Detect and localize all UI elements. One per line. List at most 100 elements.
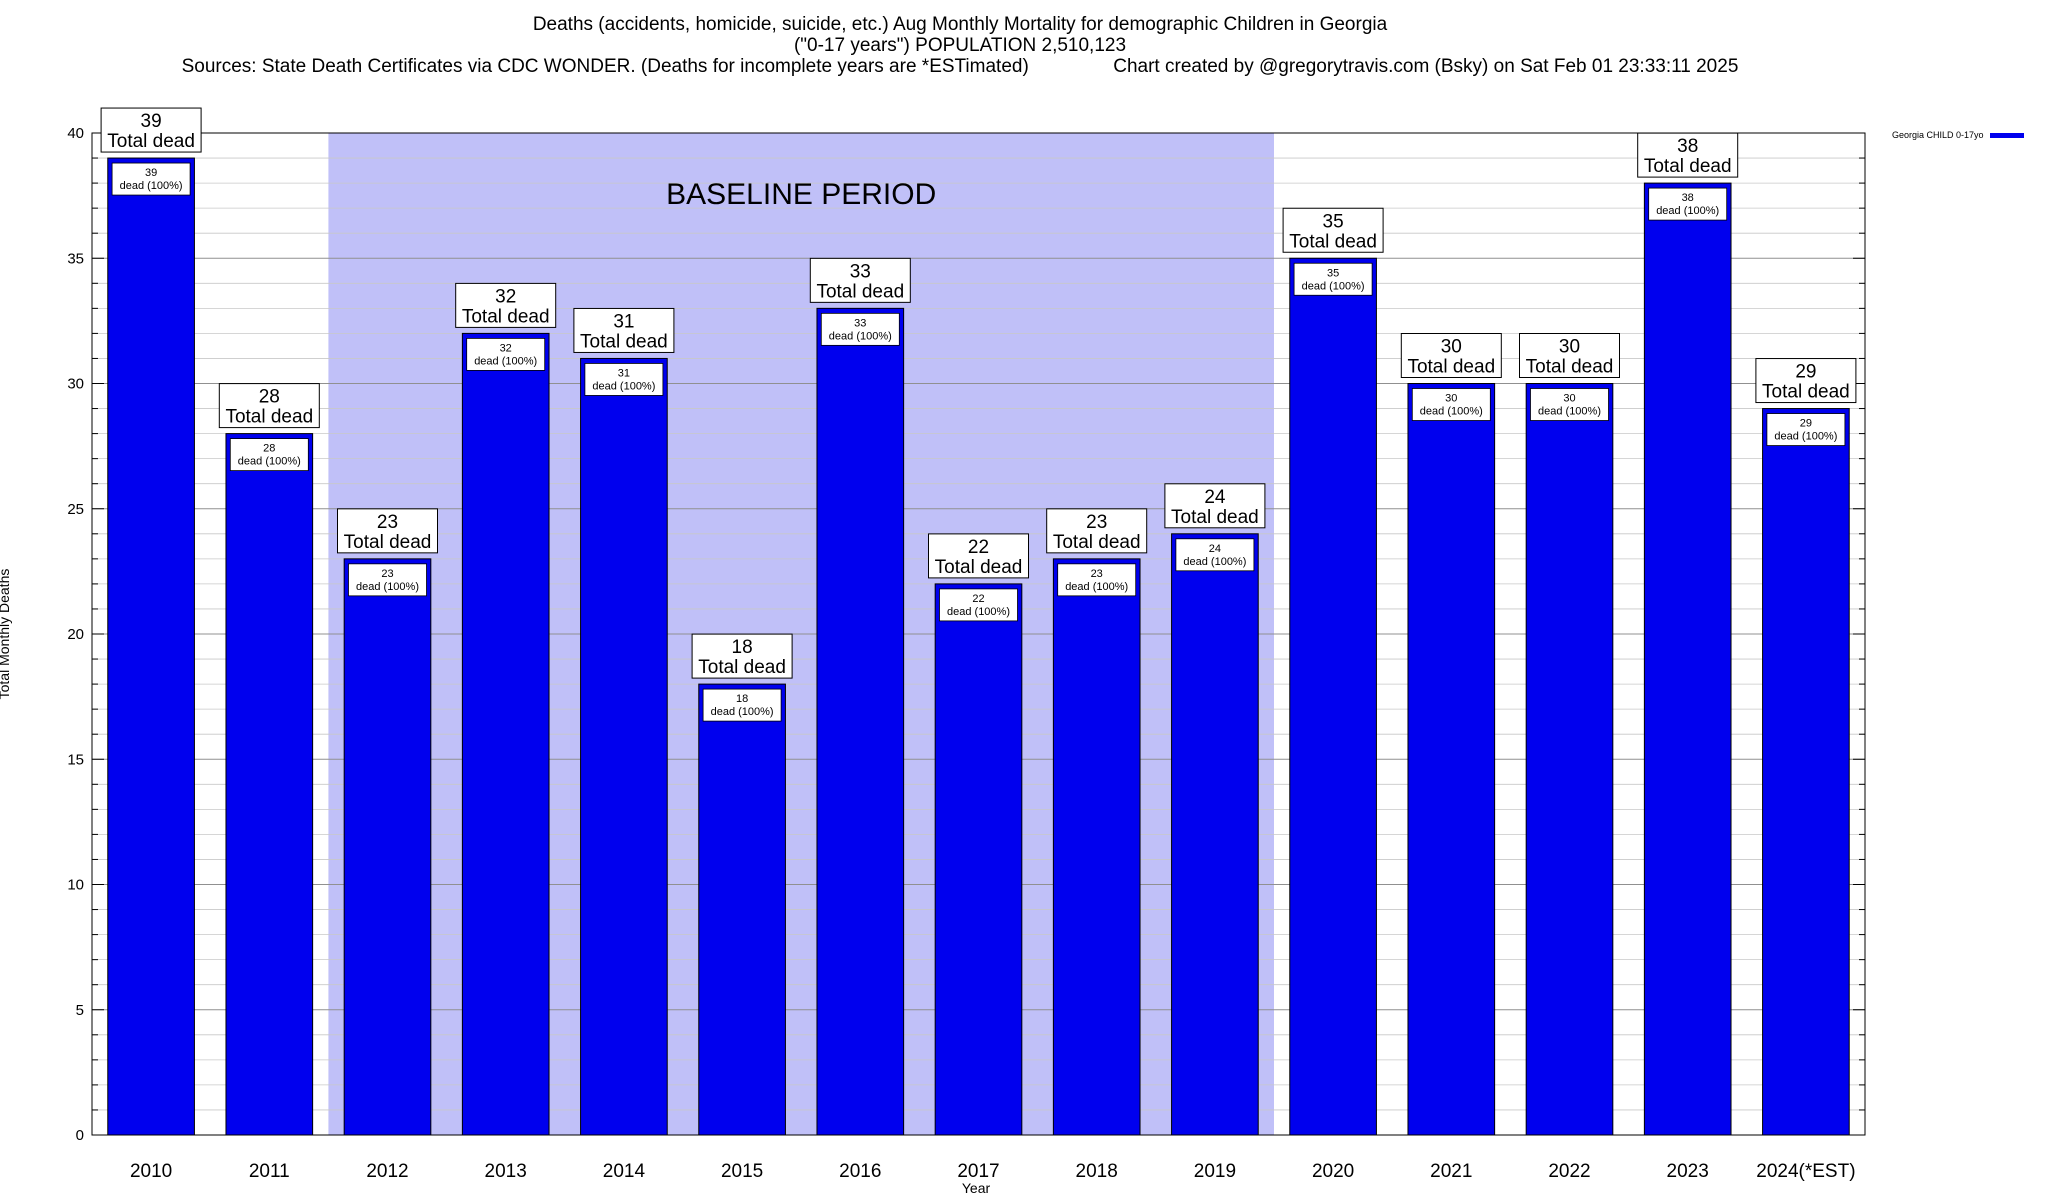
inner-percent-label: dead (100%) (356, 581, 419, 593)
inner-percent-label: dead (100%) (1065, 581, 1128, 593)
top-value-label: 35 (1323, 211, 1344, 232)
inner-percent-label: dead (100%) (1183, 556, 1246, 568)
x-tick-label: 2018 (1076, 1161, 1118, 1182)
legend: Georgia CHILD 0-17yo (1892, 130, 2024, 140)
y-tick-label: 0 (76, 1127, 84, 1144)
top-total-label: Total dead (1171, 507, 1259, 528)
top-total-label: Total dead (1644, 156, 1732, 177)
x-tick-label: 2023 (1667, 1161, 1709, 1182)
inner-percent-label: dead (100%) (1302, 280, 1365, 292)
y-tick-label: 25 (67, 501, 84, 518)
inner-value-label: 39 (145, 167, 157, 179)
y-tick-label: 35 (67, 250, 84, 267)
top-value-label: 30 (1559, 337, 1580, 358)
top-total-label: Total dead (580, 331, 668, 352)
inner-value-label: 23 (381, 568, 393, 580)
top-value-label: 38 (1677, 136, 1698, 157)
bar (1171, 533, 1259, 1136)
inner-value-label: 30 (1563, 393, 1575, 405)
y-tick-label: 30 (67, 376, 84, 393)
inner-value-label: 28 (263, 443, 275, 455)
top-label-box (573, 307, 675, 353)
x-tick-label: 2019 (1194, 1161, 1236, 1182)
bar (698, 683, 786, 1136)
top-value-label: 33 (850, 261, 871, 282)
y-tick-label: 20 (67, 626, 84, 643)
top-value-label: 32 (495, 286, 516, 307)
inner-label-box (1411, 388, 1491, 421)
inner-value-label: 35 (1327, 267, 1339, 279)
top-label-box (1046, 508, 1148, 554)
y-tick-label: 15 (67, 751, 84, 768)
top-total-label: Total dead (1526, 357, 1614, 378)
top-label-box (1519, 333, 1620, 378)
top-total-label: Total dead (1762, 382, 1850, 403)
inner-percent-label: dead (100%) (1774, 431, 1837, 443)
top-value-label: 24 (1204, 487, 1226, 508)
bar (580, 357, 668, 1136)
chart-title: Deaths (accidents, homicide, suicide, et… (532, 14, 1388, 35)
inner-label-box (1293, 262, 1373, 296)
inner-label-box (1057, 563, 1137, 597)
inner-label-box (1530, 388, 1609, 421)
top-label-box (455, 282, 557, 328)
inner-percent-label: dead (100%) (711, 706, 774, 718)
inner-percent-label: dead (100%) (474, 355, 537, 367)
bar (934, 583, 1023, 1136)
inner-percent-label: dead (100%) (947, 606, 1010, 618)
top-total-label: Total dead (1053, 532, 1141, 553)
inner-value-label: 30 (1445, 393, 1457, 405)
top-value-label: 18 (732, 637, 753, 658)
top-label-box (1755, 358, 1857, 404)
baseline-period-label: BASELINE PERIOD (666, 178, 936, 211)
bar (1289, 257, 1377, 1136)
x-tick-label: 2021 (1430, 1161, 1472, 1182)
top-total-label: Total dead (935, 557, 1023, 578)
top-value-label: 29 (1795, 362, 1816, 383)
x-tick-label: 2011 (249, 1161, 290, 1182)
x-tick-label: 2016 (839, 1161, 881, 1182)
top-label-box (1164, 483, 1266, 529)
y-tick-label: 40 (67, 125, 84, 142)
inner-label-box (702, 688, 782, 722)
top-value-label: 22 (968, 537, 989, 558)
inner-value-label: 31 (618, 367, 630, 379)
chart-title-block: Deaths (accidents, homicide, suicide, et… (0, 14, 1920, 77)
inner-percent-label: dead (100%) (1420, 406, 1483, 418)
top-total-label: Total dead (107, 131, 195, 152)
inner-value-label: 23 (1091, 568, 1103, 580)
bar (1643, 182, 1732, 1136)
bar (1407, 383, 1496, 1136)
inner-label-box (939, 588, 1018, 622)
x-tick-label: 2020 (1312, 1161, 1354, 1182)
chart-source-line: Sources: State Death Certificates via CD… (181, 56, 1739, 77)
inner-value-label: 32 (500, 342, 512, 354)
x-tick-label: 2010 (130, 1161, 172, 1182)
y-tick-label: 10 (67, 877, 84, 894)
inner-label-box (1766, 413, 1846, 446)
bar (225, 433, 314, 1136)
top-label-box (691, 633, 793, 679)
legend-swatch (1989, 133, 2024, 139)
top-total-label: Total dead (344, 532, 432, 553)
top-total-label: Total dead (225, 407, 313, 428)
chart-subtitle: ("0-17 years") POPULATION 2,510,123 (793, 35, 1127, 56)
x-tick-label: 2013 (485, 1161, 527, 1182)
top-label-box (337, 508, 438, 554)
x-tick-label: 2024(*EST) (1756, 1161, 1855, 1182)
bar (1762, 408, 1850, 1136)
top-label-box (1282, 207, 1384, 253)
inner-value-label: 22 (972, 593, 984, 605)
top-label-box (100, 107, 202, 153)
top-value-label: 39 (141, 111, 162, 132)
top-value-label: 30 (1441, 337, 1462, 358)
x-tick-label: 2015 (721, 1161, 763, 1182)
inner-value-label: 38 (1682, 192, 1694, 204)
bar (816, 307, 905, 1136)
top-value-label: 23 (377, 512, 398, 533)
top-label-box (809, 257, 911, 303)
inner-percent-label: dead (100%) (592, 380, 655, 392)
inner-percent-label: dead (100%) (1656, 205, 1719, 217)
x-tick-label: 2017 (957, 1161, 999, 1182)
inner-value-label: 33 (854, 317, 866, 329)
